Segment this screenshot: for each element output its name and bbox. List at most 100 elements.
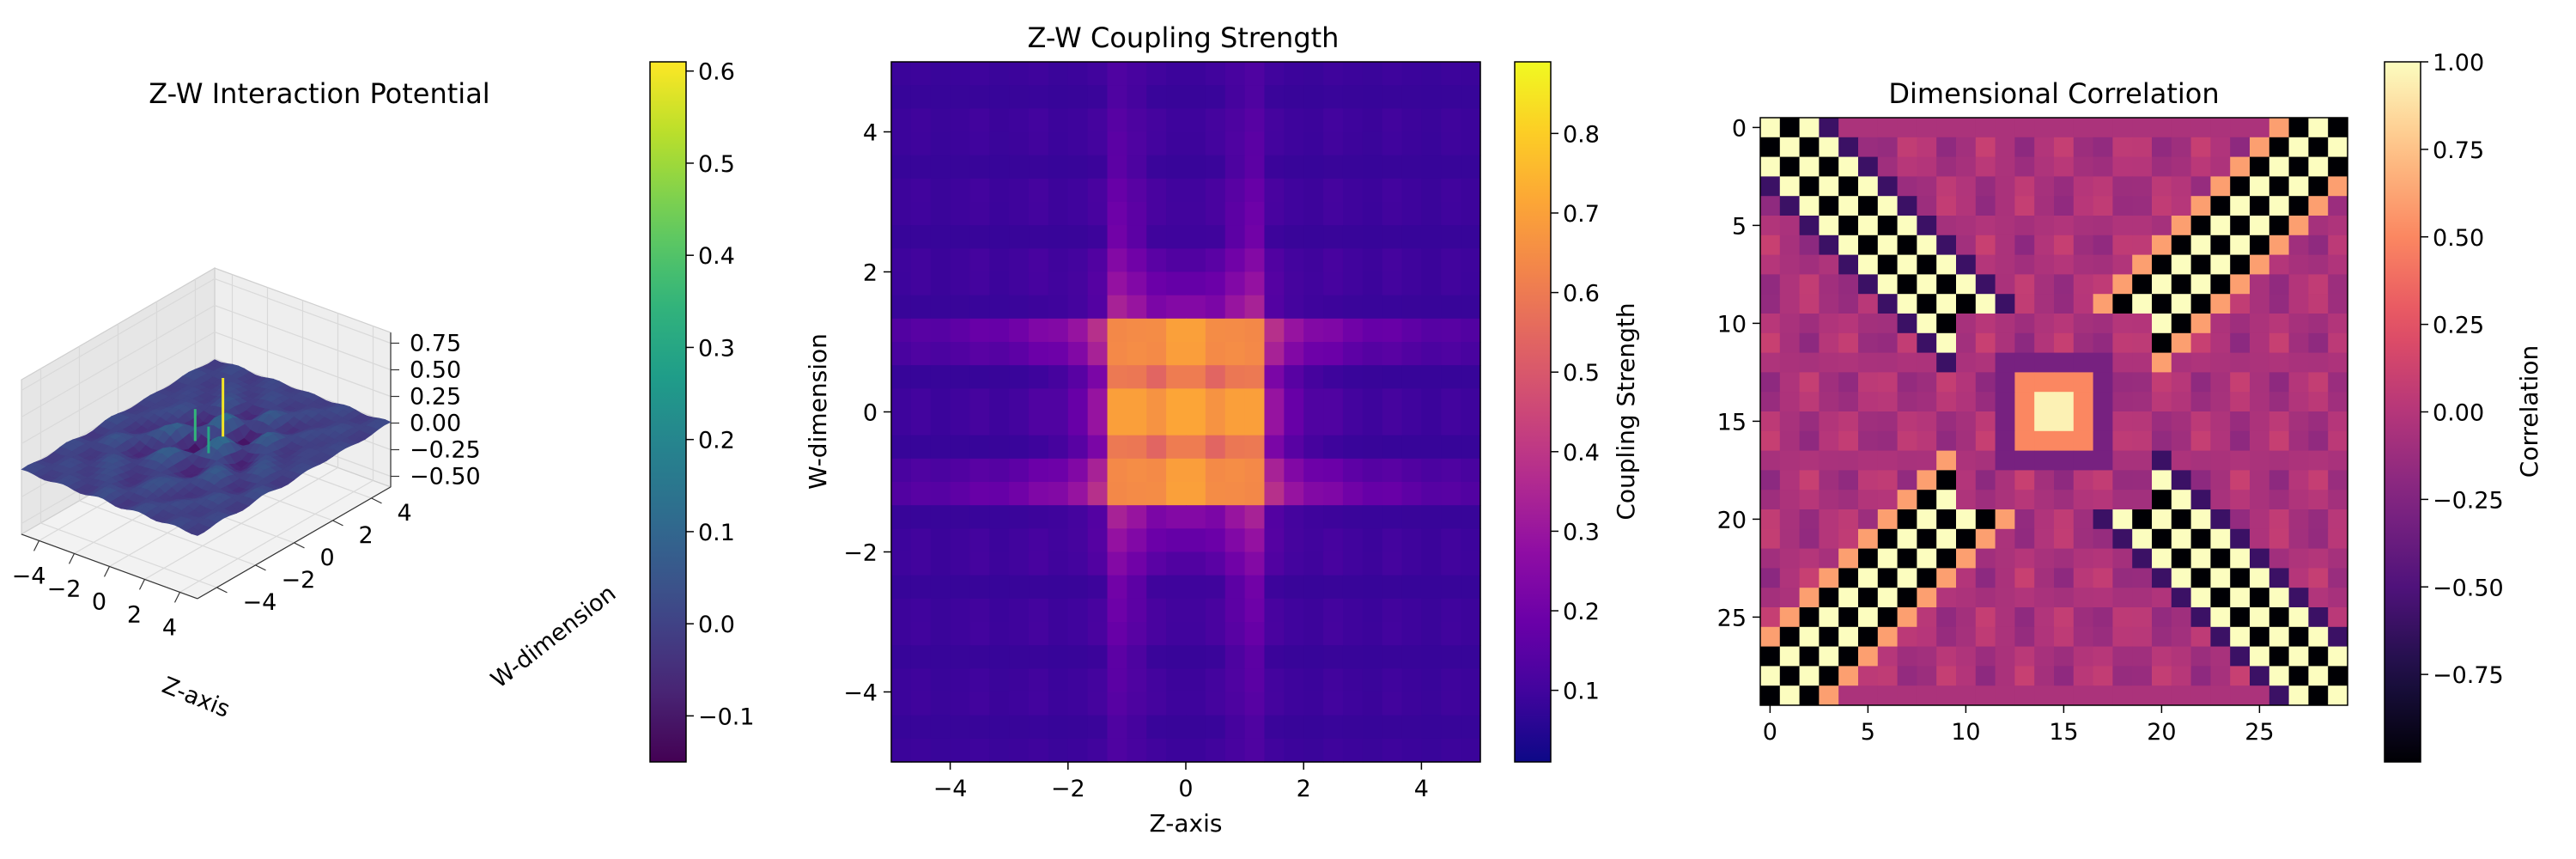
correlation-cell [1936, 568, 1957, 588]
heatmap-cell [891, 178, 912, 203]
correlation-cell [1799, 294, 1820, 314]
correlation-cell [1799, 216, 1820, 236]
heatmap-cell [1127, 435, 1147, 460]
heatmap-cell [1087, 622, 1109, 646]
correlation-cell [2112, 156, 2133, 177]
correlation-cell [2152, 176, 2172, 197]
correlation-cell [2073, 254, 2094, 275]
correlation-cell [2269, 588, 2290, 608]
correlation-cell [1838, 314, 1859, 334]
heatmap-cell [1382, 62, 1403, 86]
correlation-cell [1760, 314, 1781, 334]
correlation-cell [2073, 118, 2094, 138]
correlation-cell [2210, 685, 2231, 706]
correlation-cell [1838, 490, 1859, 510]
heatmap-cell [1441, 645, 1461, 669]
correlation-cell [2034, 490, 2055, 510]
heatmap-cell [1244, 271, 1266, 296]
heatmap-cell [950, 365, 971, 389]
heatmap-cell [1146, 318, 1167, 343]
correlation-cell [1897, 254, 1917, 275]
heatmap-cell [1127, 388, 1147, 413]
correlation-cell [1838, 470, 1859, 490]
heatmap-cell [1029, 668, 1049, 693]
heatmap-cell [1382, 155, 1403, 180]
x-tick [33, 540, 40, 551]
correlation-cell [1838, 118, 1859, 138]
heatmap-cell [1401, 575, 1422, 600]
heatmap-cell [1224, 482, 1246, 506]
correlation-cell [1779, 196, 1801, 216]
heatmap-cell [950, 435, 971, 460]
heatmap-cell [1323, 435, 1344, 460]
heatmap-cell [1107, 411, 1127, 436]
correlation-cell [2250, 332, 2270, 354]
heatmap-cell [989, 131, 1010, 156]
correlation-cell [2014, 490, 2035, 510]
heatmap-cell [969, 435, 990, 460]
heatmap-cell [1421, 155, 1442, 180]
correlation-cell [1819, 156, 1839, 177]
correlation-cell [2112, 626, 2133, 648]
heatmap-cell [1146, 225, 1167, 249]
correlation-cell [1779, 314, 1801, 334]
heatmap-cell [1342, 225, 1364, 249]
correlation-cell [2328, 392, 2348, 412]
panel-3d-surface: Z-W Interaction Potential −4 −2 0 2 4 −4−202… [12, 59, 755, 763]
heatmap-cell [1067, 225, 1089, 249]
correlation-cell [1819, 470, 1839, 490]
correlation-cell [2288, 176, 2309, 197]
heatmap-cell [930, 575, 951, 600]
correlation-cell [2034, 372, 2055, 393]
heatmap-cell [1264, 365, 1285, 389]
correlation-cell [2328, 548, 2348, 569]
heatmap-cell [1029, 388, 1049, 413]
heatmap-cell [1421, 365, 1442, 389]
correlation-cell [2152, 392, 2172, 412]
correlation-cell [1995, 156, 2015, 177]
heatmap-cell [950, 178, 971, 203]
correlation-cell [2112, 548, 2133, 569]
correlation-cell [1760, 176, 1781, 197]
correlation-cell [1956, 216, 1977, 236]
heatmap-cell [1048, 178, 1069, 203]
heatmap-cell [1107, 342, 1127, 366]
correlation-cell [2034, 411, 2055, 432]
correlation-cell [2073, 196, 2094, 216]
correlation-cell [2210, 176, 2231, 197]
heatmap-cell [950, 202, 971, 226]
heatmap-cell [1461, 155, 1481, 180]
correlation-cell [2112, 568, 2133, 588]
heatmap-cell [1441, 505, 1461, 529]
correlation-cell [2112, 137, 2133, 158]
correlation-cell [1877, 216, 1899, 236]
heatmap-cell [1067, 435, 1089, 460]
heatmap-cell [1067, 318, 1089, 343]
correlation-cell [2112, 528, 2133, 550]
heatmap-cell [1146, 738, 1167, 763]
heatmap-cell [1461, 318, 1481, 343]
heatmap-cell [1264, 202, 1285, 226]
correlation-cell [2288, 352, 2309, 373]
heatmap-cell [910, 458, 932, 483]
correlation-cell [1956, 646, 1977, 667]
correlation-cell [2054, 450, 2075, 471]
heatmap-cell [930, 342, 951, 366]
correlation-cell [1779, 176, 1801, 197]
correlation-cell [1995, 392, 2015, 412]
y-tick-label: 25 [1717, 605, 1747, 631]
heatmap-cell [910, 295, 932, 320]
heatmap-cell [1401, 271, 1422, 296]
correlation-cell [2054, 588, 2075, 608]
heatmap-cell [891, 388, 912, 413]
heatmap-cell [1029, 85, 1049, 109]
heatmap-cell [1224, 528, 1246, 553]
correlation-cell [2152, 332, 2172, 354]
heatmap-cell [1029, 155, 1049, 180]
correlation-cell [2328, 352, 2348, 373]
heatmap-cell [1009, 575, 1030, 600]
heatmap-cell [1224, 318, 1246, 343]
heatmap-cell [1205, 482, 1226, 506]
x-tick-label: 2 [1297, 776, 1311, 802]
heatmap-cell [1441, 738, 1461, 763]
